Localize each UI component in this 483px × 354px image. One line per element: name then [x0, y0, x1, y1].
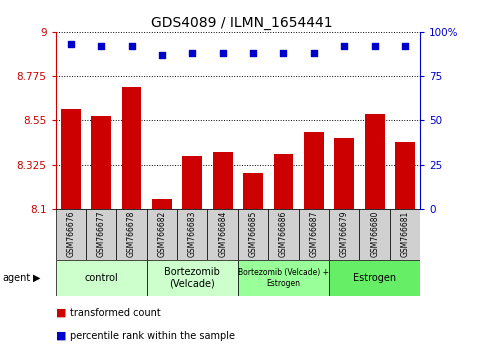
- Bar: [147, 260, 238, 296]
- Bar: [56, 260, 147, 296]
- Bar: [390, 209, 420, 260]
- Text: GSM766681: GSM766681: [400, 210, 410, 257]
- Text: percentile rank within the sample: percentile rank within the sample: [70, 331, 235, 341]
- Bar: [359, 209, 390, 260]
- Text: control: control: [84, 273, 118, 283]
- Bar: [213, 152, 232, 209]
- Point: [158, 52, 166, 58]
- Bar: [147, 209, 177, 260]
- Point: [188, 50, 196, 56]
- Bar: [56, 209, 86, 260]
- Text: GSM766678: GSM766678: [127, 210, 136, 257]
- Point: [310, 50, 318, 56]
- Bar: [208, 209, 238, 260]
- Text: GSM766676: GSM766676: [66, 210, 75, 257]
- Bar: [152, 199, 172, 209]
- Text: GSM766683: GSM766683: [188, 210, 197, 257]
- Point: [341, 43, 348, 49]
- Bar: [61, 109, 81, 209]
- Text: Estrogen: Estrogen: [353, 273, 396, 283]
- Text: GSM766677: GSM766677: [97, 210, 106, 257]
- Bar: [91, 116, 111, 209]
- Point: [219, 50, 227, 56]
- Point: [401, 43, 409, 49]
- Bar: [329, 209, 359, 260]
- Bar: [273, 154, 293, 209]
- Text: ■: ■: [56, 308, 66, 318]
- Text: Bortezomib
(Velcade): Bortezomib (Velcade): [164, 267, 220, 289]
- Text: GSM766680: GSM766680: [370, 210, 379, 257]
- Point: [67, 41, 74, 47]
- Text: GSM766687: GSM766687: [309, 210, 318, 257]
- Bar: [183, 156, 202, 209]
- Point: [128, 43, 135, 49]
- Text: GSM766684: GSM766684: [218, 210, 227, 257]
- Bar: [298, 209, 329, 260]
- Point: [280, 50, 287, 56]
- Point: [97, 43, 105, 49]
- Bar: [86, 209, 116, 260]
- Bar: [395, 142, 415, 209]
- Bar: [334, 138, 354, 209]
- Bar: [238, 260, 329, 296]
- Text: GSM766682: GSM766682: [157, 210, 167, 257]
- Text: ■: ■: [56, 331, 66, 341]
- Bar: [329, 260, 420, 296]
- Text: agent: agent: [2, 273, 30, 283]
- Text: ▶: ▶: [33, 273, 41, 283]
- Bar: [177, 209, 208, 260]
- Text: GSM766686: GSM766686: [279, 210, 288, 257]
- Bar: [238, 209, 268, 260]
- Bar: [122, 87, 142, 209]
- Point: [249, 50, 257, 56]
- Bar: [116, 209, 147, 260]
- Bar: [268, 209, 298, 260]
- Bar: [365, 114, 384, 209]
- Text: Bortezomib (Velcade) +
Estrogen: Bortezomib (Velcade) + Estrogen: [238, 268, 329, 287]
- Point: [371, 43, 379, 49]
- Text: GDS4089 / ILMN_1654441: GDS4089 / ILMN_1654441: [151, 16, 332, 30]
- Text: GSM766685: GSM766685: [249, 210, 257, 257]
- Bar: [304, 132, 324, 209]
- Text: GSM766679: GSM766679: [340, 210, 349, 257]
- Bar: [243, 173, 263, 209]
- Text: transformed count: transformed count: [70, 308, 161, 318]
